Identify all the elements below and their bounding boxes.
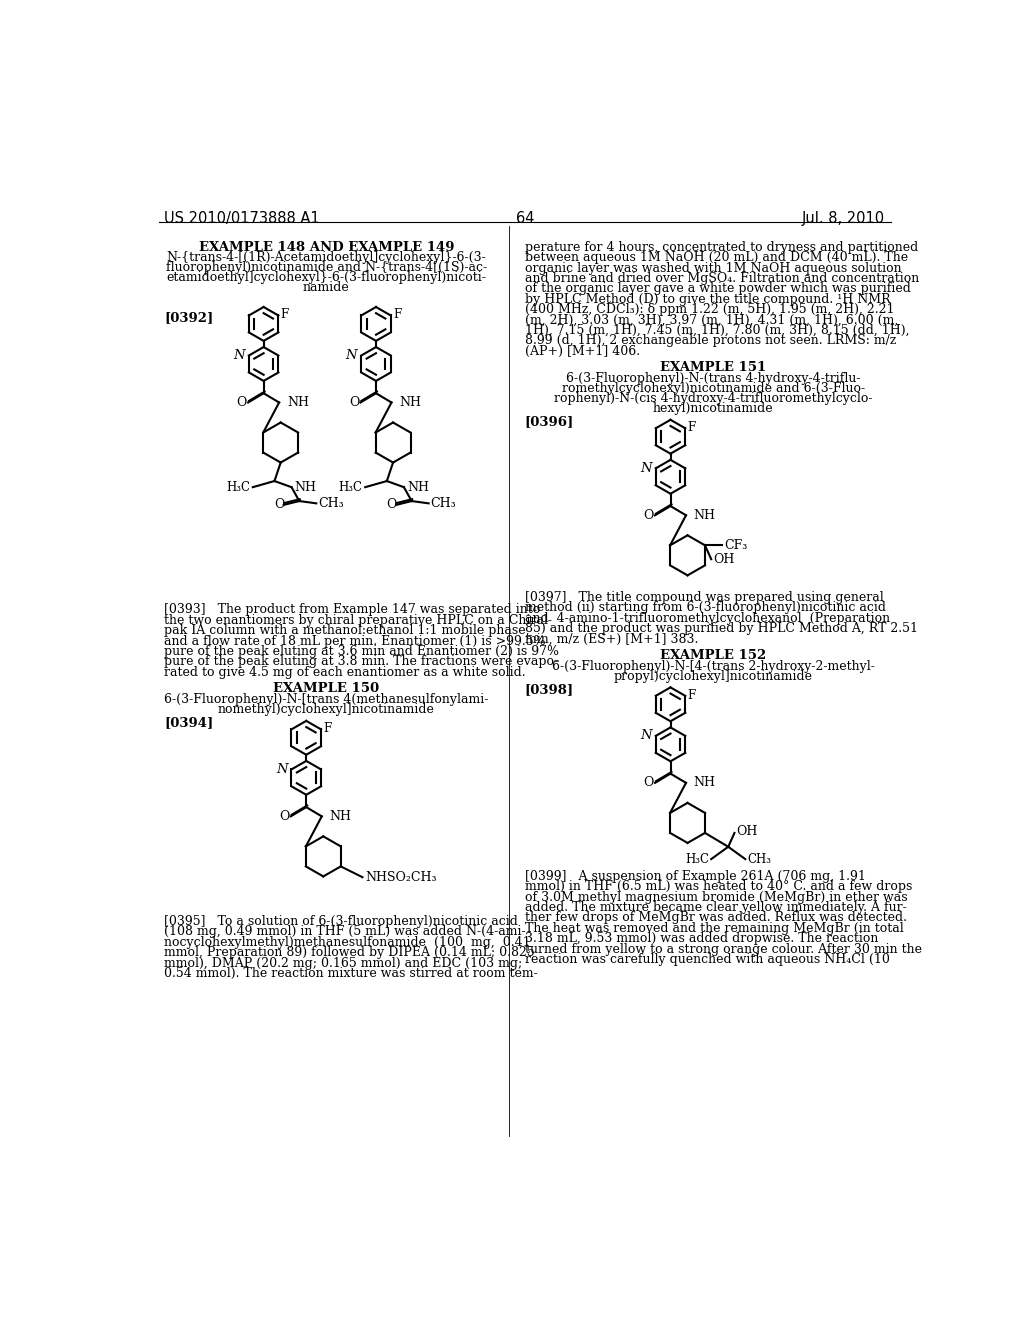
Text: (108 mg, 0.49 mmol) in THF (5 mL) was added N-(4-ami-: (108 mg, 0.49 mmol) in THF (5 mL) was ad…: [165, 925, 526, 939]
Text: of the organic layer gave a white powder which was purified: of the organic layer gave a white powder…: [524, 282, 910, 296]
Text: F: F: [687, 421, 695, 434]
Text: and  4-amino-1-trifluoromethylcyclohexanol  (Preparation: and 4-amino-1-trifluoromethylcyclohexano…: [524, 611, 890, 624]
Text: propyl)cyclohexyl]nicotinamide: propyl)cyclohexyl]nicotinamide: [613, 669, 813, 682]
Text: and brine and dried over MgSO₄. Filtration and concentration: and brine and dried over MgSO₄. Filtrati…: [524, 272, 920, 285]
Text: rated to give 4.5 mg of each enantiomer as a white solid.: rated to give 4.5 mg of each enantiomer …: [165, 665, 526, 678]
Text: The heat was removed and the remaining MeMgBr (in total: The heat was removed and the remaining M…: [524, 921, 903, 935]
Text: pure of the peak eluting at 3.8 min. The fractions were evapo-: pure of the peak eluting at 3.8 min. The…: [165, 656, 558, 668]
Text: H₃C: H₃C: [685, 853, 709, 866]
Text: nocyclohexylmethyl)methanesulfonamide  (100  mg,  0.41: nocyclohexylmethyl)methanesulfonamide (1…: [165, 936, 531, 949]
Text: NH: NH: [399, 396, 421, 409]
Text: N-{trans-4-[(1R)-Acetamidoethyl]cyclohexyl}-6-(3-: N-{trans-4-[(1R)-Acetamidoethyl]cyclohex…: [167, 251, 486, 264]
Text: min, m/z (ES+) [M+1] 383.: min, m/z (ES+) [M+1] 383.: [524, 632, 698, 645]
Text: N: N: [276, 763, 288, 776]
Text: turned from yellow to a strong orange colour. After 30 min the: turned from yellow to a strong orange co…: [524, 942, 922, 956]
Text: F: F: [687, 689, 695, 702]
Text: O: O: [386, 499, 396, 511]
Text: F: F: [393, 308, 401, 321]
Text: 6-(3-Fluorophenyl)-N-[trans 4(methanesulfonylami-: 6-(3-Fluorophenyl)-N-[trans 4(methanesul…: [164, 693, 488, 706]
Text: [0399]   A suspension of Example 261A (706 mg, 1.91: [0399] A suspension of Example 261A (706…: [524, 870, 865, 883]
Text: H₃C: H₃C: [339, 480, 362, 494]
Text: CF₃: CF₃: [724, 539, 748, 552]
Text: NH: NH: [295, 480, 316, 494]
Text: nomethyl)cyclohexyl]nicotinamide: nomethyl)cyclohexyl]nicotinamide: [218, 704, 435, 717]
Text: OH: OH: [736, 825, 758, 838]
Text: (400 MHz, CDCl₃): δ ppm 1.22 (m, 5H), 1.95 (m, 2H), 2.21: (400 MHz, CDCl₃): δ ppm 1.22 (m, 5H), 1.…: [524, 304, 894, 317]
Text: [0396]: [0396]: [524, 416, 574, 428]
Text: mmol, Preparation 89) followed by DIPEA (0.14 mL; 0.825: mmol, Preparation 89) followed by DIPEA …: [165, 946, 536, 960]
Text: [0394]: [0394]: [165, 717, 214, 729]
Text: CH₃: CH₃: [748, 853, 772, 866]
Text: method (ii) starting from 6-(3-fluorophenyl)nicotinic acid: method (ii) starting from 6-(3-fluorophe…: [524, 601, 886, 614]
Text: 64: 64: [515, 211, 535, 226]
Text: and a flow rate of 18 mL per min. Enantiomer (1) is >99.5%: and a flow rate of 18 mL per min. Enanti…: [165, 635, 546, 648]
Text: 3.18 mL, 9.53 mmol) was added dropwise. The reaction: 3.18 mL, 9.53 mmol) was added dropwise. …: [524, 932, 879, 945]
Text: [0397]   The title compound was prepared using general: [0397] The title compound was prepared u…: [524, 591, 884, 603]
Text: reaction was carefully quenched with aqueous NH₄Cl (10: reaction was carefully quenched with aqu…: [524, 953, 890, 966]
Text: perature for 4 hours, concentrated to dryness and partitioned: perature for 4 hours, concentrated to dr…: [524, 240, 919, 253]
Text: by HPLC Method (D) to give the title compound. ¹H NMR: by HPLC Method (D) to give the title com…: [524, 293, 891, 306]
Text: the two enantiomers by chiral preparative HPLC on a Chiral-: the two enantiomers by chiral preparativ…: [165, 614, 552, 627]
Text: F: F: [324, 722, 332, 735]
Text: etamidoethyl]cyclohexyl}-6-(3-fluorophenyl)nicoti-: etamidoethyl]cyclohexyl}-6-(3-fluorophen…: [167, 271, 486, 284]
Text: NH: NH: [287, 396, 309, 409]
Text: (m, 2H), 3.03 (m, 3H), 3.97 (m, 1H), 4.31 (m, 1H), 6.00 (m,: (m, 2H), 3.03 (m, 3H), 3.97 (m, 1H), 4.3…: [524, 314, 898, 326]
Text: rophenyl)-N-(cis 4-hydroxy-4-trifluoromethylcyclo-: rophenyl)-N-(cis 4-hydroxy-4-trifluorome…: [554, 392, 872, 405]
Text: NH: NH: [693, 508, 716, 521]
Text: hexyl)nicotinamide: hexyl)nicotinamide: [653, 403, 773, 414]
Text: NH: NH: [330, 810, 351, 822]
Text: (AP+) [M+1] 406.: (AP+) [M+1] 406.: [524, 345, 640, 358]
Text: 6-(3-Fluorophenyl)-N-[4-(trans 2-hydroxy-2-methyl-: 6-(3-Fluorophenyl)-N-[4-(trans 2-hydroxy…: [552, 660, 874, 673]
Text: US 2010/0173888 A1: US 2010/0173888 A1: [165, 211, 321, 226]
Text: NH: NH: [693, 776, 716, 789]
Text: 0.54 mmol). The reaction mixture was stirred at room tem-: 0.54 mmol). The reaction mixture was sti…: [165, 966, 539, 979]
Text: O: O: [280, 810, 290, 822]
Text: N: N: [640, 730, 652, 742]
Text: namide: namide: [303, 281, 350, 294]
Text: OH: OH: [713, 553, 734, 566]
Text: O: O: [349, 396, 359, 409]
Text: of 3.0M methyl magnesium bromide (MeMgBr) in ether was: of 3.0M methyl magnesium bromide (MeMgBr…: [524, 891, 907, 904]
Text: NHSO₂CH₃: NHSO₂CH₃: [366, 871, 437, 883]
Text: EXAMPLE 152: EXAMPLE 152: [660, 649, 766, 661]
Text: ther few drops of MeMgBr was added. Reflux was detected.: ther few drops of MeMgBr was added. Refl…: [524, 911, 907, 924]
Text: O: O: [644, 776, 654, 789]
Text: N: N: [233, 348, 245, 362]
Text: [0392]: [0392]: [165, 312, 214, 323]
Text: N: N: [640, 462, 652, 475]
Text: CH₃: CH₃: [317, 496, 343, 510]
Text: organic layer was washed with 1M NaOH aqueous solution: organic layer was washed with 1M NaOH aq…: [524, 261, 901, 275]
Text: 85) and the product was purified by HPLC Method A, RT 2.51: 85) and the product was purified by HPLC…: [524, 622, 918, 635]
Text: O: O: [644, 508, 654, 521]
Text: pak IA column with a methanol:ethanol 1:1 mobile phase,: pak IA column with a methanol:ethanol 1:…: [165, 624, 530, 638]
Text: [0393]   The product from Example 147 was separated into: [0393] The product from Example 147 was …: [165, 603, 541, 616]
Text: 6-(3-Fluorophenyl)-N-(trans 4-hydroxy-4-triflu-: 6-(3-Fluorophenyl)-N-(trans 4-hydroxy-4-…: [566, 372, 860, 385]
Text: 8.99 (d, 1H), 2 exchangeable protons not seen. LRMS: m/z: 8.99 (d, 1H), 2 exchangeable protons not…: [524, 334, 896, 347]
Text: mmol) in THF (6.5 mL) was heated to 40° C. and a few drops: mmol) in THF (6.5 mL) was heated to 40° …: [524, 880, 912, 894]
Text: mmol), DMAP (20.2 mg; 0.165 mmol) and EDC (103 mg;: mmol), DMAP (20.2 mg; 0.165 mmol) and ED…: [165, 957, 522, 969]
Text: [0395]   To a solution of 6-(3-fluorophenyl)nicotinic acid: [0395] To a solution of 6-(3-fluoropheny…: [165, 915, 518, 928]
Text: N: N: [346, 348, 357, 362]
Text: NH: NH: [407, 480, 429, 494]
Text: CH₃: CH₃: [430, 496, 456, 510]
Text: between aqueous 1M NaOH (20 mL) and DCM (40 mL). The: between aqueous 1M NaOH (20 mL) and DCM …: [524, 251, 908, 264]
Text: F: F: [281, 308, 289, 321]
Text: EXAMPLE 150: EXAMPLE 150: [273, 682, 380, 696]
Text: added. The mixture became clear yellow immediately. A fur-: added. The mixture became clear yellow i…: [524, 902, 906, 913]
Text: O: O: [237, 396, 247, 409]
Text: Jul. 8, 2010: Jul. 8, 2010: [802, 211, 885, 226]
Text: pure of the peak eluting at 3.6 min and Enantiomer (2) is 97%: pure of the peak eluting at 3.6 min and …: [165, 645, 559, 659]
Text: fluorophenyl)nicotinamide and N-{trans-4[(1S)-ac-: fluorophenyl)nicotinamide and N-{trans-4…: [166, 261, 487, 273]
Text: 1H), 7.15 (m, 1H), 7.45 (m, 1H), 7.80 (m, 3H), 8.15 (dd, 1H),: 1H), 7.15 (m, 1H), 7.45 (m, 1H), 7.80 (m…: [524, 323, 909, 337]
Text: H₃C: H₃C: [226, 480, 251, 494]
Text: romethylcyclohexyl)nicotinamide and 6-(3-Fluo-: romethylcyclohexyl)nicotinamide and 6-(3…: [561, 381, 864, 395]
Text: [0398]: [0398]: [524, 682, 573, 696]
Text: EXAMPLE 148 AND EXAMPLE 149: EXAMPLE 148 AND EXAMPLE 149: [199, 240, 455, 253]
Text: EXAMPLE 151: EXAMPLE 151: [660, 362, 766, 375]
Text: O: O: [274, 499, 285, 511]
